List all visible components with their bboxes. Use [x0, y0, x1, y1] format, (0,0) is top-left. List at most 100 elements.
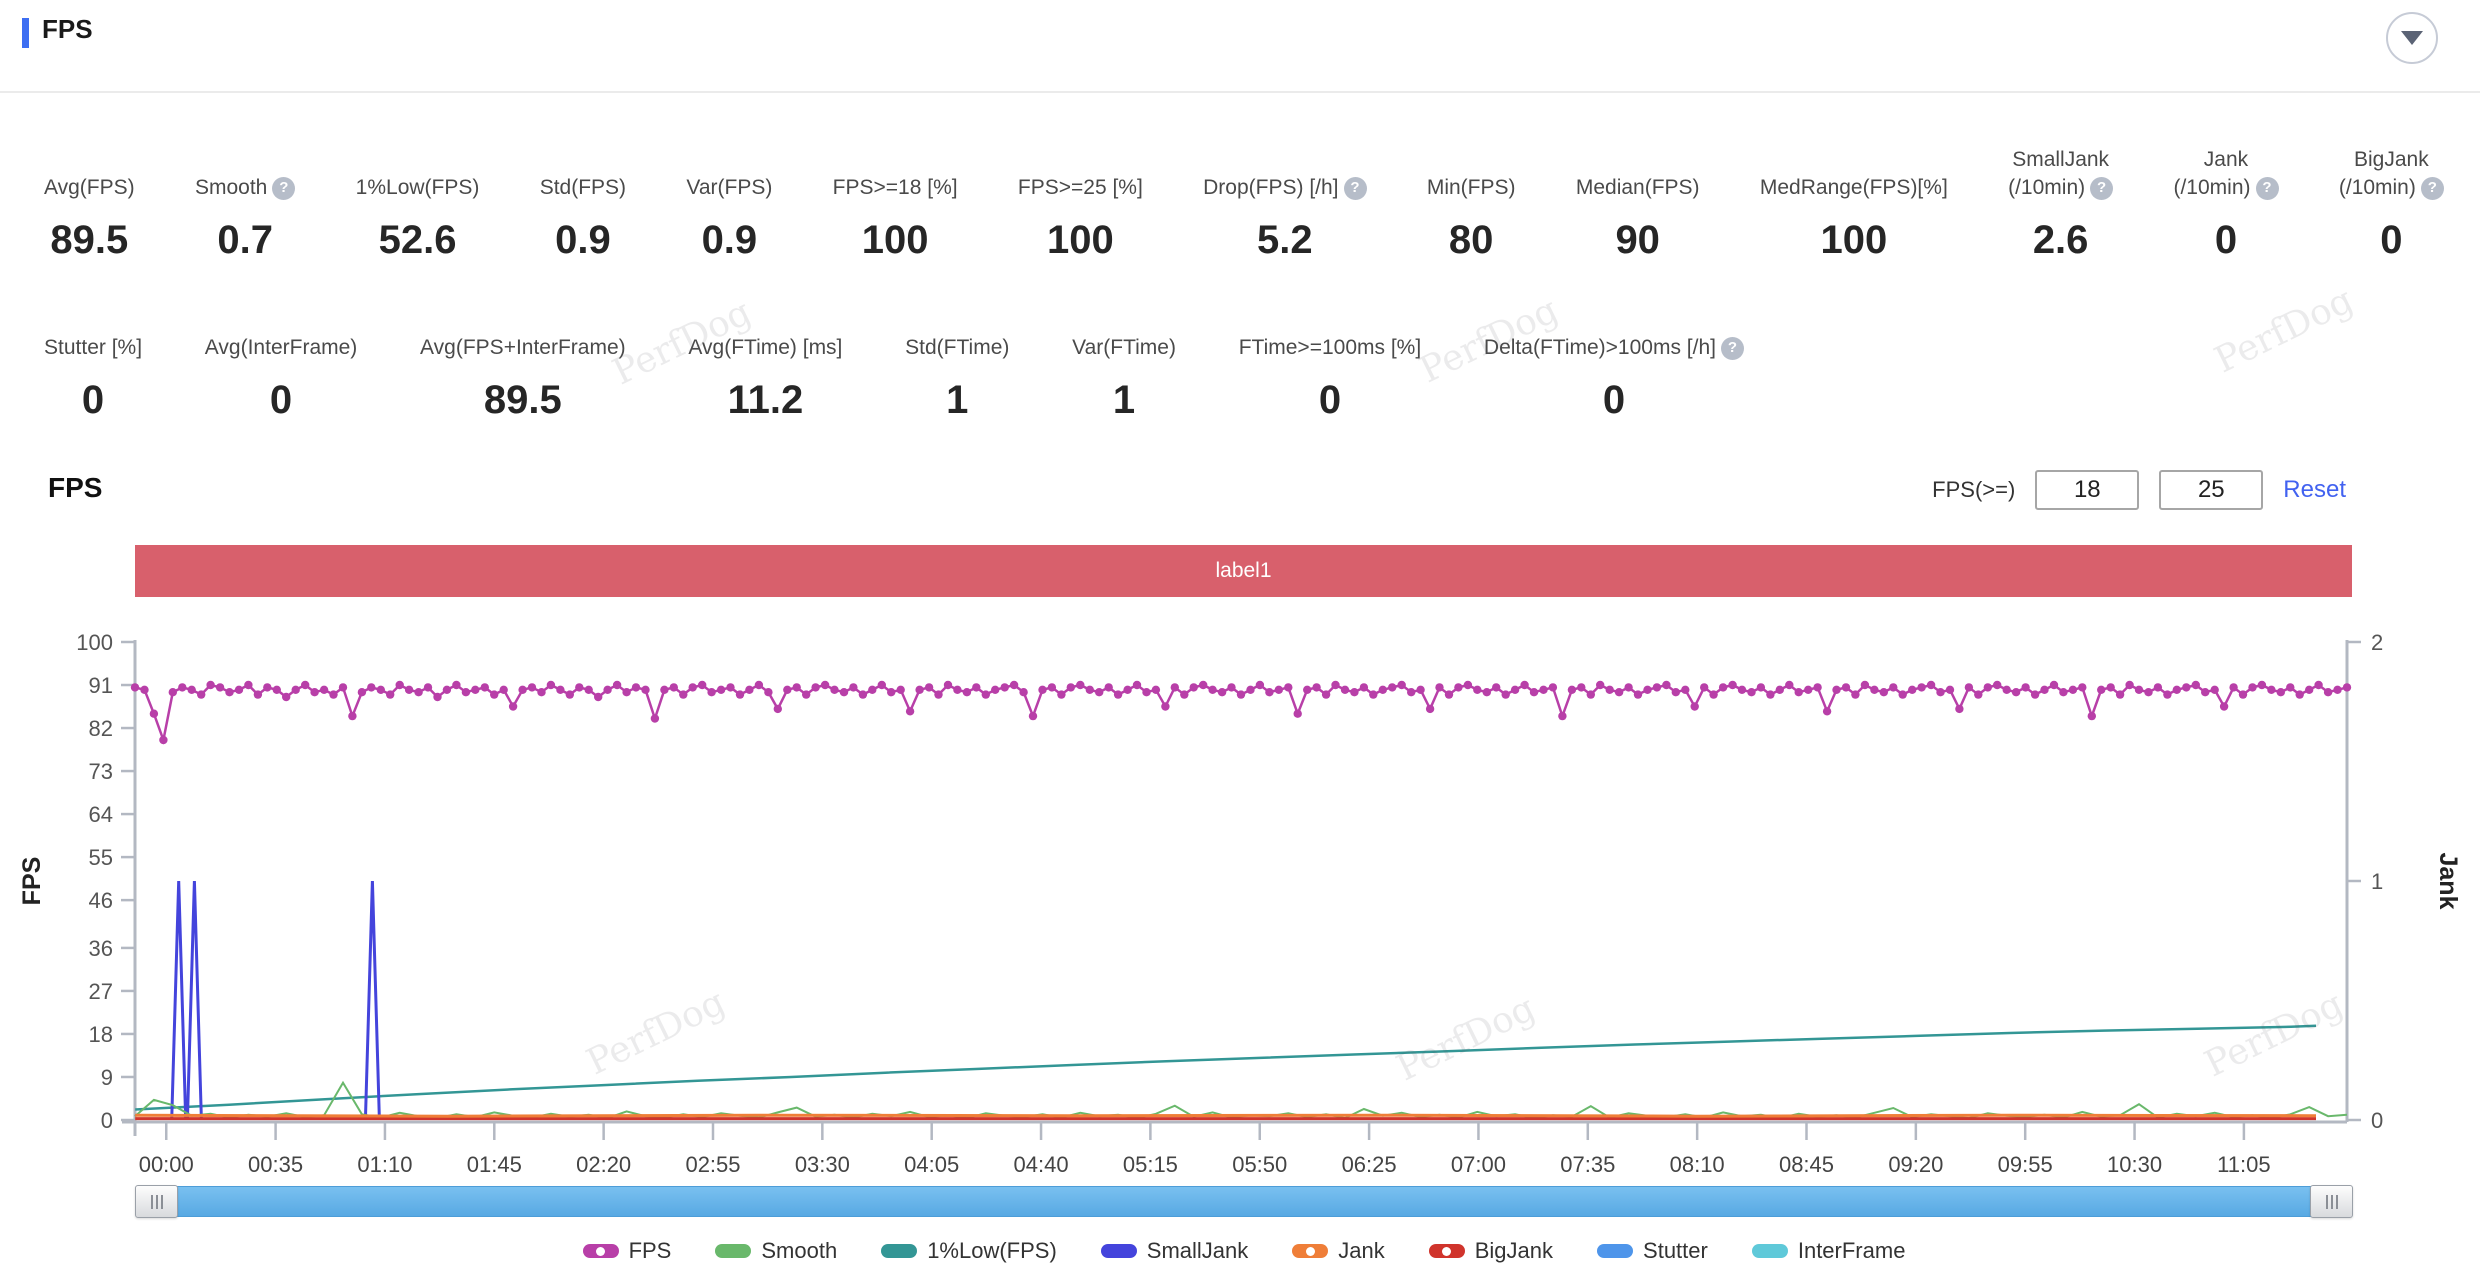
legend-swatch — [1100, 1244, 1137, 1258]
svg-text:07:35: 07:35 — [1560, 1152, 1615, 1177]
stat: Avg(FPS+InterFrame) 89.5 — [420, 300, 626, 423]
legend-swatch — [1292, 1244, 1329, 1258]
chart-section-title: FPS — [48, 472, 103, 503]
stat-label: Jank (/10min)? — [2173, 140, 2279, 202]
series-1pct-low — [135, 1024, 2317, 1111]
stat-label-text: Std(FTime) — [905, 336, 1010, 359]
fps-threshold-input-2[interactable] — [2159, 470, 2264, 510]
panel-header: FPS — [0, 0, 2480, 92]
legend-label: Stutter — [1643, 1238, 1708, 1263]
stat-value: 1 — [1112, 378, 1136, 422]
stat-value: 89.5 — [483, 378, 562, 422]
stat-label: FTime>=100ms [%] — [1239, 300, 1421, 362]
stat-value: 89.5 — [50, 218, 129, 262]
stat-value: 0.7 — [217, 218, 273, 262]
stat-value: 100 — [1820, 218, 1888, 262]
stat-label: BigJank (/10min)? — [2339, 140, 2444, 202]
stat-label-text: Var(FTime) — [1072, 336, 1176, 359]
svg-text:05:50: 05:50 — [1232, 1152, 1287, 1177]
legend-item-1-low-fps-[interactable]: 1%Low(FPS) — [881, 1238, 1057, 1264]
collapse-panel-button[interactable] — [2386, 12, 2438, 64]
stat-label: MedRange(FPS)[%] — [1760, 140, 1948, 202]
svg-text:10:30: 10:30 — [2107, 1152, 2162, 1177]
stat-value: 0.9 — [701, 218, 758, 262]
legend-swatch — [1428, 1244, 1465, 1258]
stat: Avg(FPS) 89.5 — [44, 140, 135, 263]
stat: 1%Low(FPS) 52.6 — [356, 140, 480, 263]
stat-label-text: Avg(FPS) — [44, 176, 135, 199]
stat-label-text: MedRange(FPS)[%] — [1759, 176, 1948, 199]
legend-item-bigjank[interactable]: BigJank — [1428, 1238, 1554, 1264]
watermark: PerfDog — [580, 981, 732, 1084]
legend-label: BigJank — [1474, 1238, 1554, 1263]
stat-value: 80 — [1448, 218, 1494, 262]
legend-item-stutter[interactable]: Stutter — [1597, 1238, 1708, 1264]
svg-text:46: 46 — [89, 888, 113, 913]
stat-label: Stutter [%] — [44, 300, 142, 362]
stat-value: 5.2 — [1257, 218, 1313, 262]
svg-text:36: 36 — [89, 936, 113, 961]
svg-text:00:00: 00:00 — [139, 1152, 194, 1177]
stat-label: Std(FTime) — [905, 300, 1009, 362]
svg-text:82: 82 — [89, 716, 113, 741]
stat-label-text: (/10min) — [2008, 176, 2086, 199]
stat: BigJank (/10min)? 0 — [2339, 140, 2444, 263]
svg-text:04:40: 04:40 — [1014, 1152, 1069, 1177]
stat-value: 0 — [1602, 378, 1626, 422]
chart-scrollbar[interactable] — [135, 1185, 2353, 1218]
stat-label-text: SmallJank — [2012, 148, 2110, 171]
svg-text:9: 9 — [101, 1065, 113, 1090]
series-smooth — [134, 1080, 2348, 1120]
stat-label-text: Smooth — [194, 176, 268, 199]
legend-swatch — [1597, 1244, 1634, 1258]
stat: Smooth? 0.7 — [194, 140, 296, 263]
header-divider — [0, 91, 2480, 93]
help-icon[interactable]: ? — [2090, 176, 2114, 200]
svg-text:11:05: 11:05 — [2217, 1152, 2270, 1177]
legend-swatch — [715, 1244, 752, 1258]
y-axis-left-ticks: 0 9 18 27 36 46 55 64 73 82 91 100 — [76, 630, 135, 1133]
svg-text:04:05: 04:05 — [904, 1152, 959, 1177]
stat-label-text: Drop(FPS) [/h] — [1203, 176, 1339, 199]
stat-label-text: Var(FPS) — [686, 176, 773, 199]
help-icon[interactable]: ? — [2255, 176, 2279, 200]
chevron-down-icon — [2401, 31, 2423, 45]
legend-item-smooth[interactable]: Smooth — [715, 1238, 837, 1264]
legend-item-jank[interactable]: Jank — [1292, 1238, 1385, 1264]
scrollbar-right-handle[interactable] — [2310, 1185, 2353, 1218]
stat-value: 100 — [1046, 218, 1114, 262]
legend-item-interframe[interactable]: InterFrame — [1751, 1238, 1906, 1264]
x-axis-ticks: 00:00 00:35 01:10 01:45 02:20 02:55 03:30 04:05… — [139, 1123, 2271, 1177]
stat-label-text: Min(FPS) — [1426, 176, 1516, 199]
stat: Drop(FPS) [/h]? 5.2 — [1203, 140, 1367, 263]
legend-item-smalljank[interactable]: SmallJank — [1100, 1238, 1248, 1264]
help-icon[interactable]: ? — [2420, 176, 2444, 200]
legend-item-fps[interactable]: FPS — [582, 1238, 671, 1264]
svg-text:02:20: 02:20 — [576, 1152, 631, 1177]
fps-threshold-label: FPS(>=) — [1932, 477, 2016, 502]
legend-label: InterFrame — [1797, 1238, 1906, 1263]
svg-text:09:20: 09:20 — [1888, 1152, 1943, 1177]
legend-label: 1%Low(FPS) — [927, 1238, 1057, 1263]
stat-value: 0 — [2380, 218, 2403, 262]
y-axis-left-title: FPS — [18, 857, 46, 906]
help-icon[interactable]: ? — [1343, 176, 1367, 200]
stat-label: Avg(FPS) — [44, 140, 135, 202]
stat: MedRange(FPS)[%] 100 — [1760, 140, 1948, 263]
page-title: FPS — [42, 14, 93, 44]
help-icon[interactable]: ? — [1720, 336, 1744, 360]
stat-label: Var(FPS) — [686, 140, 772, 202]
svg-text:01:45: 01:45 — [467, 1152, 522, 1177]
stat-label-text: Std(FPS) — [539, 176, 627, 199]
svg-text:01:10: 01:10 — [357, 1152, 412, 1177]
stat-label-text: FPS>=18 [%] — [832, 176, 958, 199]
scrollbar-left-handle[interactable] — [135, 1185, 178, 1218]
scrollbar-track-fill[interactable] — [135, 1186, 2353, 1217]
reset-button[interactable]: Reset — [2283, 476, 2346, 503]
help-icon[interactable]: ? — [272, 176, 296, 200]
stat-label-text: Avg(FTime) [ms] — [688, 336, 843, 359]
fps-threshold-input-1[interactable] — [2035, 470, 2140, 510]
stat-value: 0.9 — [555, 218, 611, 262]
watermark: PerfDog — [2198, 983, 2350, 1086]
series-jank — [135, 1113, 2317, 1118]
